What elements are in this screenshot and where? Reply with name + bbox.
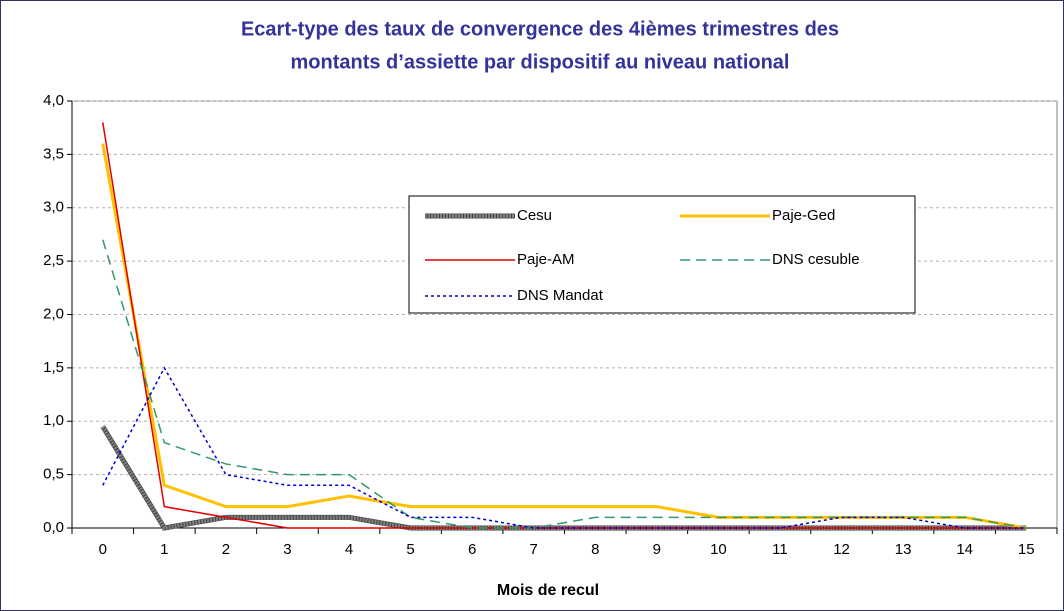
y-tick-label: 3,5 — [43, 145, 64, 162]
y-tick-label: 3,0 — [43, 199, 64, 216]
x-tick-label: 12 — [833, 541, 850, 558]
x-tick-label: 15 — [1018, 541, 1035, 558]
series-line — [102, 239, 1027, 529]
x-tick-label: 0 — [99, 541, 107, 558]
y-tick-label: 1,0 — [43, 412, 64, 429]
y-tick-label: 2,0 — [43, 305, 64, 322]
x-tick-label: 9 — [653, 541, 661, 558]
legend-label: DNS cesuble — [772, 251, 860, 268]
y-tick-label: 4,0 — [43, 92, 64, 109]
legend-label: DNS Mandat — [517, 287, 604, 304]
x-tick-label: 3 — [283, 541, 291, 558]
chart-title: montants d’assiette par dispositif au ni… — [291, 51, 790, 73]
x-tick-label: 11 — [772, 541, 788, 558]
x-tick-label: 2 — [222, 541, 230, 558]
chart-title: Ecart-type des taux de convergence des 4… — [241, 18, 839, 40]
x-tick-label: 10 — [710, 541, 727, 558]
x-tick-label: 8 — [591, 541, 599, 558]
y-tick-label: 0,5 — [43, 466, 64, 483]
x-axis-label: Mois de recul — [497, 582, 599, 599]
legend-label: Cesu — [517, 207, 552, 224]
series-line — [102, 122, 1027, 529]
y-tick-label: 0,0 — [43, 519, 64, 536]
x-tick-label: 14 — [956, 541, 973, 558]
x-tick-label: 1 — [160, 541, 168, 558]
y-tick-label: 2,5 — [43, 252, 64, 269]
x-tick-label: 6 — [468, 541, 476, 558]
legend-label: Paje-AM — [517, 251, 575, 268]
x-tick-label: 13 — [895, 541, 912, 558]
series-line — [102, 366, 1027, 529]
x-tick-label: 7 — [530, 541, 538, 558]
x-tick-label: 5 — [406, 541, 414, 558]
x-tick-label: 4 — [345, 541, 353, 558]
y-tick-label: 1,5 — [43, 359, 64, 376]
legend-label: Paje-Ged — [772, 207, 835, 224]
